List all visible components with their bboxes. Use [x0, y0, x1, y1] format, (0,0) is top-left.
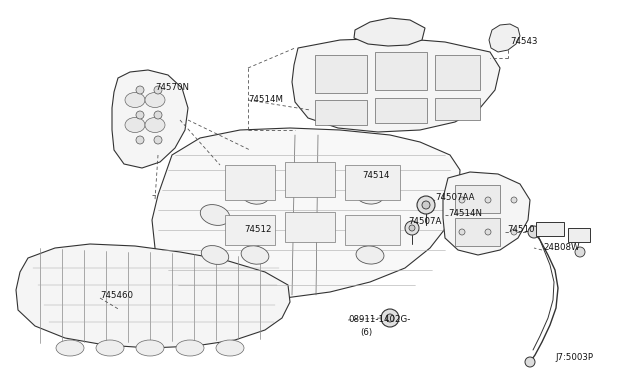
Circle shape — [500, 33, 510, 43]
Circle shape — [409, 225, 415, 231]
Circle shape — [511, 229, 517, 235]
Bar — [345, 215, 400, 245]
Text: 74507AA: 74507AA — [435, 193, 474, 202]
Circle shape — [154, 86, 162, 94]
Bar — [375, 98, 427, 123]
Circle shape — [154, 136, 162, 144]
Polygon shape — [16, 244, 290, 348]
Circle shape — [381, 309, 399, 327]
Ellipse shape — [56, 340, 84, 356]
Ellipse shape — [216, 340, 244, 356]
Bar — [285, 162, 335, 197]
Bar — [455, 218, 500, 246]
Bar — [568, 228, 590, 242]
Circle shape — [459, 197, 465, 203]
Bar — [435, 55, 480, 90]
Text: 745460: 745460 — [100, 292, 133, 301]
Ellipse shape — [176, 340, 204, 356]
Circle shape — [405, 221, 419, 235]
Bar — [345, 165, 400, 200]
Bar — [315, 55, 367, 93]
Bar — [315, 100, 367, 125]
Text: 74514N: 74514N — [448, 208, 482, 218]
Ellipse shape — [125, 93, 145, 108]
Circle shape — [417, 196, 435, 214]
Bar — [435, 98, 480, 120]
Text: 74543: 74543 — [510, 38, 538, 46]
Polygon shape — [152, 128, 460, 298]
Ellipse shape — [96, 340, 124, 356]
Ellipse shape — [145, 118, 165, 132]
Text: 74514M: 74514M — [248, 96, 283, 105]
Text: 74512: 74512 — [244, 225, 271, 234]
Circle shape — [136, 111, 144, 119]
Polygon shape — [443, 172, 530, 255]
Polygon shape — [354, 18, 425, 46]
Bar — [285, 212, 335, 242]
Ellipse shape — [241, 186, 269, 204]
Ellipse shape — [136, 340, 164, 356]
Text: 74514: 74514 — [362, 170, 390, 180]
Circle shape — [528, 226, 540, 238]
Text: 74507A: 74507A — [408, 218, 442, 227]
Ellipse shape — [125, 118, 145, 132]
Ellipse shape — [298, 217, 322, 233]
Circle shape — [136, 136, 144, 144]
Circle shape — [386, 314, 394, 322]
Bar — [536, 222, 564, 236]
Circle shape — [459, 229, 465, 235]
Ellipse shape — [200, 205, 230, 225]
Bar — [225, 215, 275, 245]
Circle shape — [154, 111, 162, 119]
Circle shape — [525, 357, 535, 367]
Ellipse shape — [201, 246, 228, 264]
Circle shape — [485, 229, 491, 235]
Text: 08911-1402G-: 08911-1402G- — [348, 315, 410, 324]
Polygon shape — [292, 38, 500, 132]
Polygon shape — [489, 24, 520, 52]
Bar — [225, 165, 275, 200]
Ellipse shape — [145, 93, 165, 108]
Ellipse shape — [241, 246, 269, 264]
Circle shape — [485, 197, 491, 203]
Text: 74510: 74510 — [507, 225, 534, 234]
Bar — [455, 185, 500, 213]
Text: 24B08W: 24B08W — [543, 244, 579, 253]
Text: (6): (6) — [360, 328, 372, 337]
Circle shape — [575, 247, 585, 257]
Text: 74570N: 74570N — [155, 83, 189, 93]
Circle shape — [511, 197, 517, 203]
Ellipse shape — [356, 186, 384, 204]
Bar — [375, 52, 427, 90]
Ellipse shape — [356, 246, 384, 264]
Circle shape — [422, 201, 430, 209]
Text: J7:5003P: J7:5003P — [555, 353, 593, 362]
Circle shape — [136, 86, 144, 94]
Polygon shape — [112, 70, 188, 168]
